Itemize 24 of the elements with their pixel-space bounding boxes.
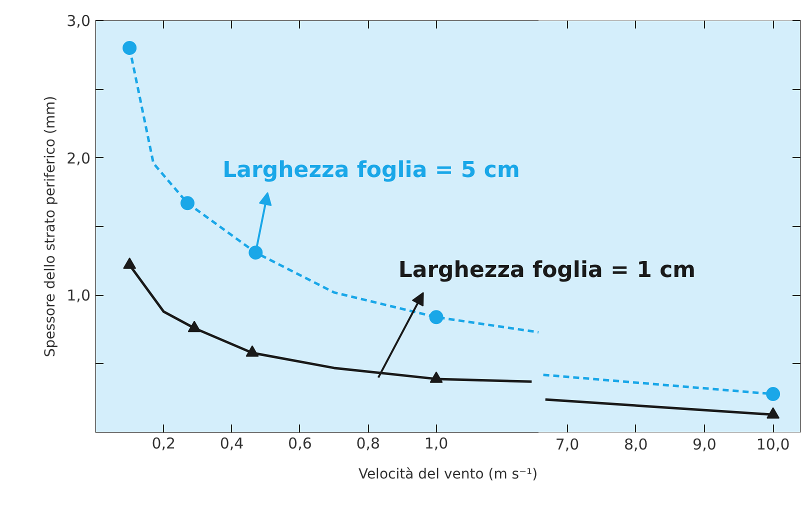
point [180, 196, 195, 210]
x-tick-label: 1,0 [424, 434, 448, 452]
point [430, 372, 443, 383]
point [248, 246, 263, 260]
y-tick-label: 2,0 [66, 149, 91, 168]
point [123, 258, 136, 269]
point [122, 40, 137, 55]
y-tick-label: 1,0 [66, 286, 91, 305]
x-axis-title: Velocità del vento (m s⁻¹) [358, 466, 538, 482]
x-tick-label: 0,6 [288, 434, 312, 452]
x-tick-label: 8,0 [624, 436, 648, 454]
x-tick-label: 0,4 [220, 434, 244, 452]
annotation: Larghezza foglia = 1 cm [398, 258, 696, 284]
x-tick-label: 7,0 [555, 436, 580, 454]
y-axis-title: Spessore dello strato periferico (mm) [42, 96, 59, 358]
point [429, 310, 444, 324]
x-tick-label: 9,0 [692, 436, 716, 454]
x-tick-label: 10,0 [756, 436, 790, 454]
x-tick-label: 0,8 [356, 434, 380, 452]
annotation: Larghezza foglia = 5 cm [222, 158, 520, 184]
point [246, 345, 259, 357]
y-tick-label: 3,0 [66, 12, 91, 30]
point [188, 320, 201, 332]
x-tick-label: 0,2 [152, 434, 176, 452]
